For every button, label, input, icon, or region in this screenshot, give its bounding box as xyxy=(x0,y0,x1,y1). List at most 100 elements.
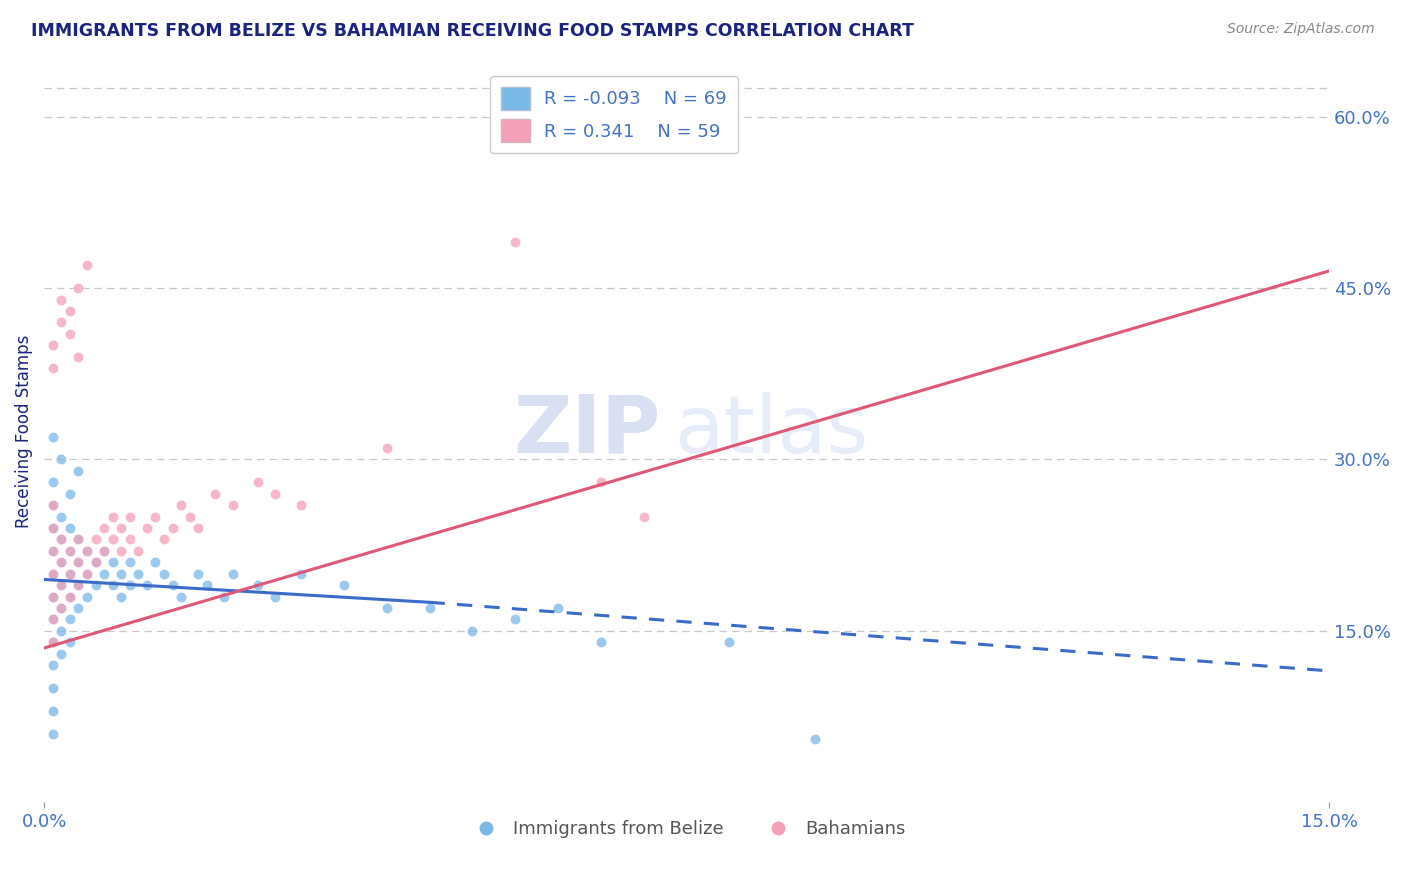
Point xyxy=(503,612,526,626)
Point xyxy=(101,578,124,592)
Point xyxy=(118,533,141,547)
Point xyxy=(589,475,612,490)
Point xyxy=(503,235,526,250)
Point xyxy=(153,566,176,581)
Point xyxy=(51,533,73,547)
Point xyxy=(59,612,82,626)
Point xyxy=(67,350,90,364)
Point xyxy=(461,624,484,638)
Point xyxy=(118,509,141,524)
Point xyxy=(84,578,107,592)
Point xyxy=(145,509,167,524)
Point xyxy=(59,326,82,341)
Text: atlas: atlas xyxy=(673,392,868,470)
Point xyxy=(247,475,270,490)
Point xyxy=(290,566,312,581)
Point xyxy=(110,566,132,581)
Point xyxy=(41,658,63,673)
Point xyxy=(41,361,63,376)
Point xyxy=(41,590,63,604)
Point xyxy=(67,464,90,478)
Point xyxy=(59,590,82,604)
Point xyxy=(375,601,398,615)
Point xyxy=(101,555,124,569)
Point xyxy=(93,566,115,581)
Point xyxy=(76,566,98,581)
Point xyxy=(51,601,73,615)
Point xyxy=(41,544,63,558)
Point xyxy=(93,544,115,558)
Point xyxy=(67,601,90,615)
Point xyxy=(51,555,73,569)
Point xyxy=(59,590,82,604)
Point xyxy=(76,590,98,604)
Point xyxy=(221,566,243,581)
Point xyxy=(41,635,63,649)
Point xyxy=(41,498,63,512)
Point xyxy=(127,566,149,581)
Point xyxy=(221,498,243,512)
Point xyxy=(59,566,82,581)
Point xyxy=(51,578,73,592)
Point xyxy=(67,555,90,569)
Point xyxy=(84,533,107,547)
Point xyxy=(51,452,73,467)
Point xyxy=(41,612,63,626)
Point xyxy=(59,521,82,535)
Point xyxy=(589,635,612,649)
Point xyxy=(247,578,270,592)
Point xyxy=(264,487,287,501)
Point xyxy=(264,590,287,604)
Point xyxy=(51,624,73,638)
Point xyxy=(67,533,90,547)
Point xyxy=(67,555,90,569)
Point xyxy=(419,601,441,615)
Point xyxy=(67,578,90,592)
Point xyxy=(633,509,655,524)
Text: Source: ZipAtlas.com: Source: ZipAtlas.com xyxy=(1227,22,1375,37)
Point xyxy=(162,521,184,535)
Point xyxy=(41,727,63,741)
Legend: Immigrants from Belize, Bahamians: Immigrants from Belize, Bahamians xyxy=(461,813,912,846)
Point xyxy=(76,566,98,581)
Point xyxy=(41,681,63,695)
Point xyxy=(127,544,149,558)
Point xyxy=(187,566,209,581)
Point xyxy=(101,509,124,524)
Point xyxy=(718,635,741,649)
Point xyxy=(59,566,82,581)
Point xyxy=(76,544,98,558)
Point xyxy=(290,498,312,512)
Point xyxy=(41,430,63,444)
Point xyxy=(179,509,201,524)
Point xyxy=(67,533,90,547)
Point xyxy=(195,578,218,592)
Point xyxy=(41,338,63,352)
Point xyxy=(59,304,82,318)
Point xyxy=(41,544,63,558)
Point xyxy=(170,498,193,512)
Point xyxy=(41,704,63,718)
Point xyxy=(67,578,90,592)
Point xyxy=(84,555,107,569)
Point xyxy=(41,635,63,649)
Point xyxy=(93,521,115,535)
Point xyxy=(51,509,73,524)
Point xyxy=(67,281,90,295)
Point xyxy=(51,647,73,661)
Point xyxy=(59,544,82,558)
Point xyxy=(547,601,569,615)
Point xyxy=(118,578,141,592)
Point xyxy=(375,441,398,455)
Point xyxy=(162,578,184,592)
Point xyxy=(51,601,73,615)
Point xyxy=(93,544,115,558)
Point xyxy=(41,612,63,626)
Point xyxy=(51,555,73,569)
Point xyxy=(59,635,82,649)
Point xyxy=(118,555,141,569)
Point xyxy=(333,578,356,592)
Point xyxy=(170,590,193,604)
Point xyxy=(59,544,82,558)
Point xyxy=(41,566,63,581)
